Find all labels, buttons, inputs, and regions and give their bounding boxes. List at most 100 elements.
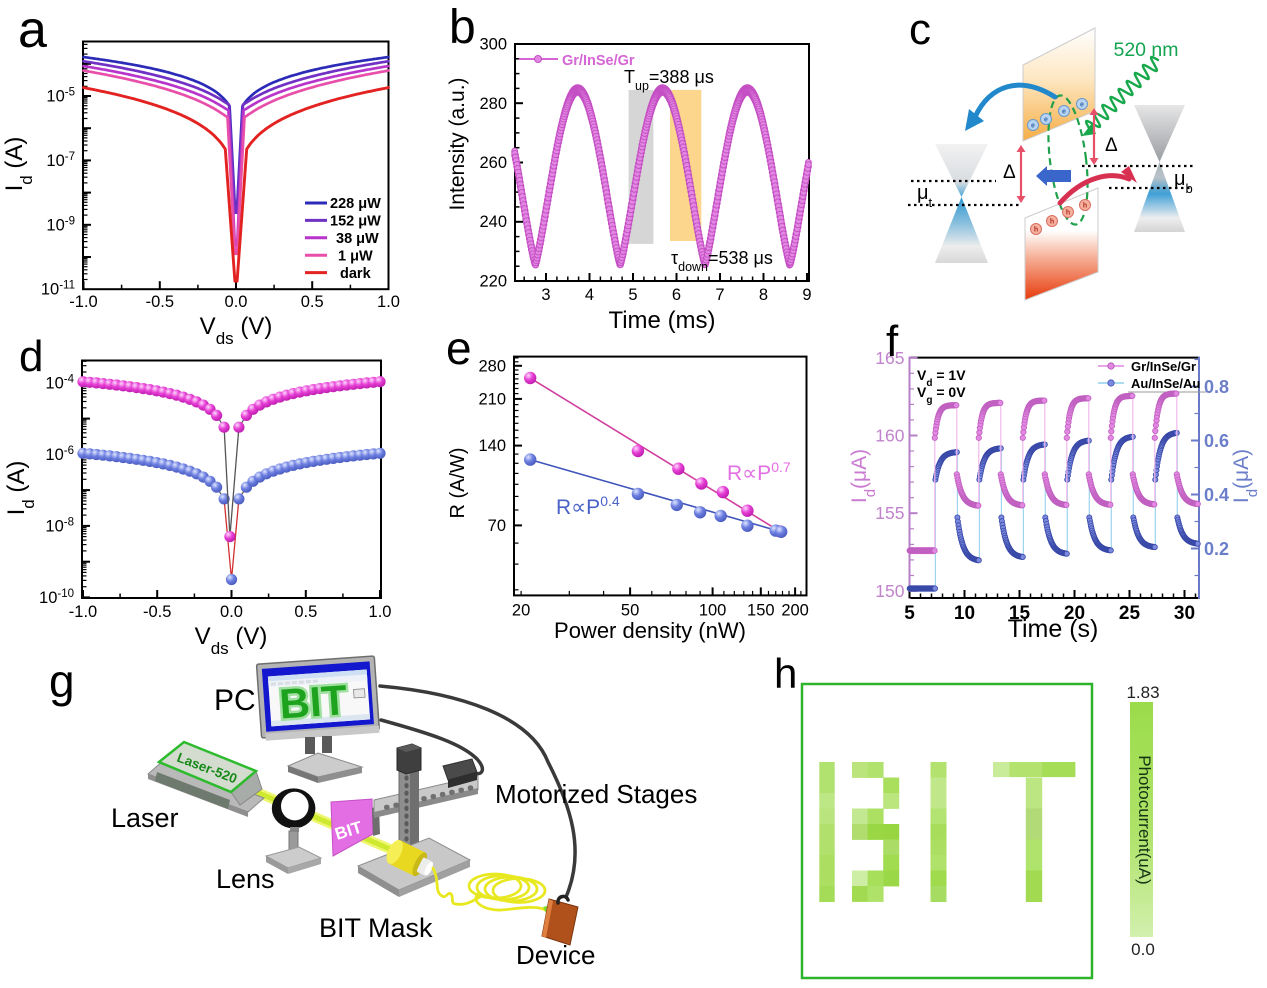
svg-text:e: e [1062,109,1066,116]
svg-text:h: h [1050,219,1054,226]
svg-text:Photocurrent(uA): Photocurrent(uA) [1135,755,1154,884]
svg-text:Motorized Stages: Motorized Stages [495,779,697,809]
svg-text:100: 100 [699,601,727,619]
svg-text:f: f [886,317,899,366]
svg-text:0.0: 0.0 [1131,940,1155,959]
svg-text:0.5: 0.5 [301,293,324,311]
svg-text:200: 200 [781,601,809,619]
svg-text:dark: dark [340,266,372,282]
svg-text:μt: μt [917,182,933,210]
svg-text:10-7: 10-7 [46,151,75,170]
svg-text:260: 260 [479,154,507,172]
svg-text:Δ: Δ [1003,162,1016,183]
svg-text:-1.0: -1.0 [69,293,97,311]
svg-text:h: h [1066,210,1070,217]
svg-text:0.5: 0.5 [294,603,317,621]
svg-text:10-8: 10-8 [45,516,74,535]
svg-text:0.0: 0.0 [225,293,248,311]
svg-text:6: 6 [672,286,681,304]
svg-text:Intensity (a.u.): Intensity (a.u.) [446,77,469,210]
svg-text:h: h [774,650,797,697]
svg-text:-0.5: -0.5 [143,603,171,621]
svg-text:Gr/InSe/Gr: Gr/InSe/Gr [562,53,635,69]
svg-text:e: e [1044,117,1048,124]
svg-text:h: h [1083,203,1087,210]
svg-text:152 μW: 152 μW [330,214,381,230]
svg-text:1.0: 1.0 [369,603,392,621]
svg-text:Au/InSe/Au: Au/InSe/Au [1131,376,1200,391]
svg-text:20: 20 [1064,603,1085,624]
svg-text:R (A/W): R (A/W) [447,447,469,518]
svg-text:g: g [49,655,75,707]
svg-text:140: 140 [478,437,506,455]
svg-text:τdown=538 μs: τdown=538 μs [671,248,773,274]
svg-text:160: 160 [875,426,904,446]
svg-text:c: c [909,5,931,54]
svg-text:Vds (V): Vds (V) [195,623,268,658]
svg-text:220: 220 [479,273,507,291]
svg-text:280: 280 [478,357,506,375]
svg-text:PC: PC [214,684,256,717]
svg-text:Id (A): Id (A) [1,137,36,192]
svg-text:25: 25 [1119,603,1141,624]
svg-text:e: e [1080,102,1084,109]
svg-text:R∝P0.4: R∝P0.4 [556,493,620,519]
svg-text:0.6: 0.6 [1204,431,1229,451]
svg-text:3: 3 [541,286,550,304]
svg-text:Time (ms): Time (ms) [608,307,715,334]
svg-text:BIT Mask: BIT Mask [319,913,433,943]
svg-text:38 μW: 38 μW [336,231,379,247]
svg-text:Device: Device [516,940,595,970]
svg-text:4: 4 [585,286,594,304]
svg-text:10: 10 [954,603,975,624]
svg-text:μb: μb [1174,168,1193,196]
svg-text:BIT: BIT [278,676,349,728]
svg-text:165: 165 [875,348,904,368]
svg-text:8: 8 [759,286,768,304]
svg-text:15: 15 [1009,603,1031,624]
svg-text:520 nm: 520 nm [1113,39,1178,61]
svg-text:Gr/InSe/Gr: Gr/InSe/Gr [1131,359,1196,374]
svg-text:Id(μA): Id(μA) [848,449,879,503]
svg-text:70: 70 [488,517,506,535]
svg-text:5: 5 [628,286,637,304]
svg-text:10-6: 10-6 [45,445,74,464]
svg-text:10-4: 10-4 [45,373,74,392]
svg-text:7: 7 [715,286,724,304]
svg-text:R∝P0.7: R∝P0.7 [727,459,791,485]
svg-text:h: h [1034,227,1038,234]
svg-text:e: e [446,322,472,374]
svg-text:-0.5: -0.5 [146,293,174,311]
svg-text:1 μW: 1 μW [338,248,373,264]
svg-text:e: e [1031,123,1035,130]
svg-text:Lens: Lens [216,864,275,894]
svg-text:b: b [449,1,476,54]
svg-text:228 μW: 228 μW [330,196,381,212]
svg-text:50: 50 [621,601,639,619]
svg-text:Power density (nW): Power density (nW) [554,618,746,643]
svg-text:280: 280 [479,95,507,113]
svg-text:0.0: 0.0 [220,603,243,621]
svg-text:Id(μA): Id(μA) [1230,449,1261,503]
svg-text:20: 20 [512,601,530,619]
svg-text:Δ: Δ [1105,135,1118,156]
svg-text:155: 155 [875,503,904,523]
svg-text:0.8: 0.8 [1204,377,1229,397]
svg-text:Id (A): Id (A) [3,461,38,516]
svg-text:Laser: Laser [111,803,179,833]
svg-text:150: 150 [875,581,904,601]
svg-text:240: 240 [479,213,507,231]
svg-text:1.0: 1.0 [377,293,400,311]
svg-text:9: 9 [802,286,811,304]
svg-text:300: 300 [479,36,507,54]
svg-text:Time (s): Time (s) [1008,615,1099,643]
svg-text:10-9: 10-9 [46,215,75,234]
svg-text:Vds (V): Vds (V) [200,313,273,348]
svg-text:10-5: 10-5 [46,87,75,106]
svg-text:0.4: 0.4 [1204,485,1229,505]
svg-text:a: a [18,1,47,59]
svg-text:150: 150 [747,601,775,619]
svg-text:Vg = 0V: Vg = 0V [917,384,966,406]
svg-text:d: d [19,332,43,381]
svg-text:210: 210 [478,390,506,408]
